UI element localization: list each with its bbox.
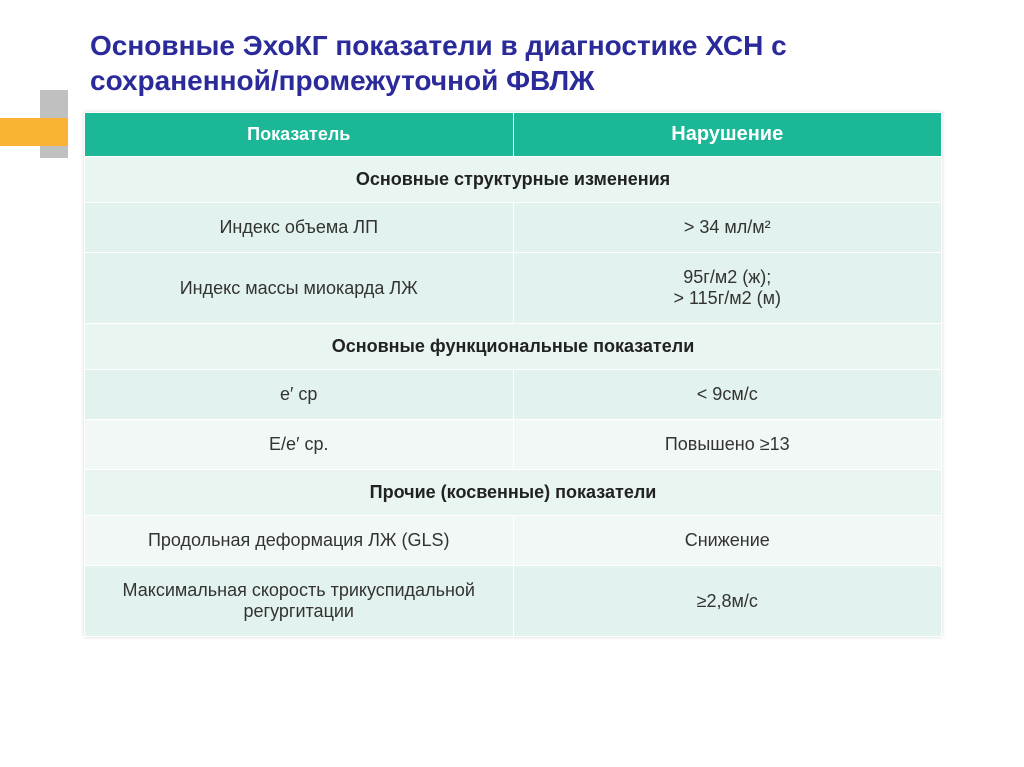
- table-row: е′ ср< 9см/с: [85, 370, 942, 420]
- param-cell: Максимальная скорость трикуспидальной ре…: [85, 566, 514, 637]
- param-cell: Продольная деформация ЛЖ (GLS): [85, 516, 514, 566]
- section-heading: Прочие (косвенные) показатели: [85, 470, 942, 516]
- section-heading: Основные структурные изменения: [85, 157, 942, 203]
- param-cell: Индекс объема ЛП: [85, 203, 514, 253]
- table-row: Продольная деформация ЛЖ (GLS)Снижение: [85, 516, 942, 566]
- page-title: Основные ЭхоКГ показатели в диагностике …: [90, 28, 960, 98]
- slide-decoration: [0, 90, 90, 170]
- value-cell: ≥2,8м/с: [513, 566, 942, 637]
- value-cell: Повышено ≥13: [513, 420, 942, 470]
- table-row: Максимальная скорость трикуспидальной ре…: [85, 566, 942, 637]
- deco-orange-block: [0, 118, 68, 146]
- section-heading: Основные функциональные показатели: [85, 324, 942, 370]
- value-cell: < 9см/с: [513, 370, 942, 420]
- col-header-value: Нарушение: [513, 113, 942, 157]
- col-header-param: Показатель: [85, 113, 514, 157]
- param-cell: Е/е′ ср.: [85, 420, 514, 470]
- value-cell: Снижение: [513, 516, 942, 566]
- value-cell: > 34 мл/м²: [513, 203, 942, 253]
- value-cell: 95г/м2 (ж); > 115г/м2 (м): [513, 253, 942, 324]
- table-row: Е/е′ ср.Повышено ≥13: [85, 420, 942, 470]
- table-row: Индекс объема ЛП> 34 мл/м²: [85, 203, 942, 253]
- table-row: Индекс массы миокарда ЛЖ95г/м2 (ж); > 11…: [85, 253, 942, 324]
- echo-table: Показатель Нарушение Основные структурны…: [84, 112, 942, 637]
- param-cell: Индекс массы миокарда ЛЖ: [85, 253, 514, 324]
- param-cell: е′ ср: [85, 370, 514, 420]
- echo-table-wrap: Показатель Нарушение Основные структурны…: [84, 112, 942, 637]
